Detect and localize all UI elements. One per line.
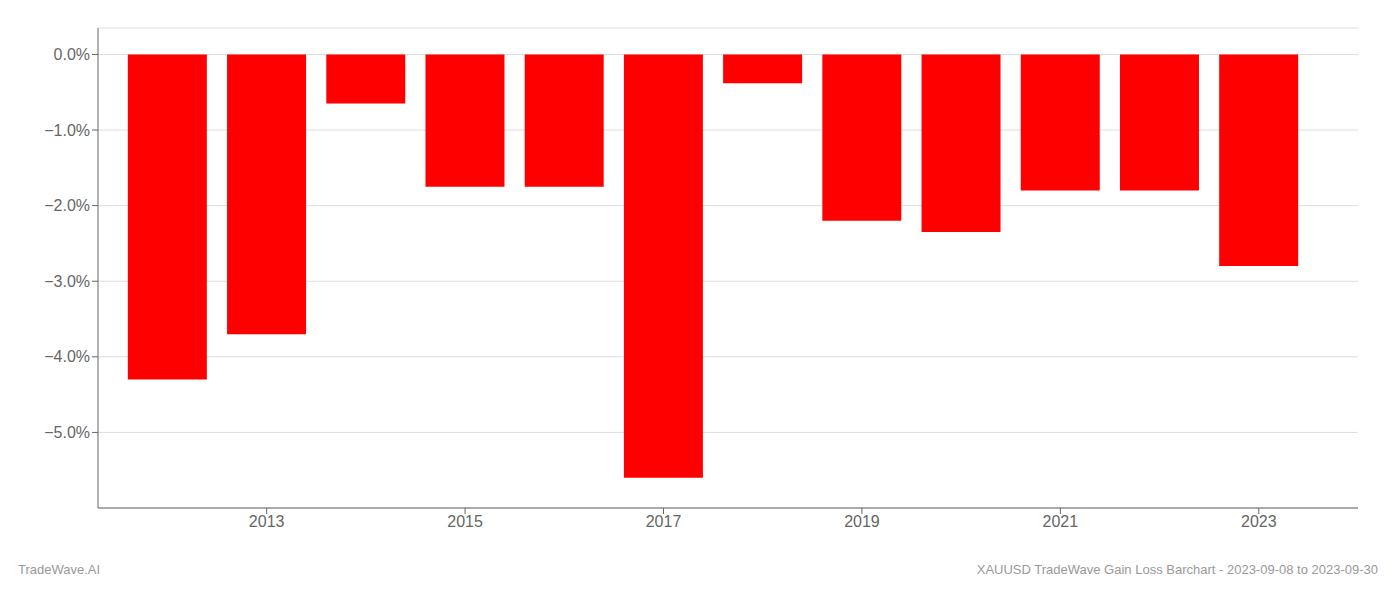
svg-text:−4.0%: −4.0% <box>44 348 90 365</box>
html-text:XAUUSD TradeWave Gain Loss Bar: XAUUSD TradeWave Gain Loss Barchart - 20… <box>976 562 1378 577</box>
html-text:TradeWave.AI: TradeWave.AI <box>18 562 101 577</box>
svg-text:−3.0%: −3.0% <box>44 273 90 290</box>
svg-text:2021: 2021 <box>1043 513 1079 530</box>
svg-text:2015: 2015 <box>447 513 483 530</box>
svg-text:−1.0%: −1.0% <box>44 122 90 139</box>
svg-text:−5.0%: −5.0% <box>44 424 90 441</box>
svg-text:2019: 2019 <box>844 513 880 530</box>
svg-text:0.0%: 0.0% <box>54 46 90 63</box>
svg-text:2013: 2013 <box>249 513 285 530</box>
svg-text:2023: 2023 <box>1241 513 1277 530</box>
svg-text:−2.0%: −2.0% <box>44 197 90 214</box>
svg-text:2017: 2017 <box>646 513 682 530</box>
